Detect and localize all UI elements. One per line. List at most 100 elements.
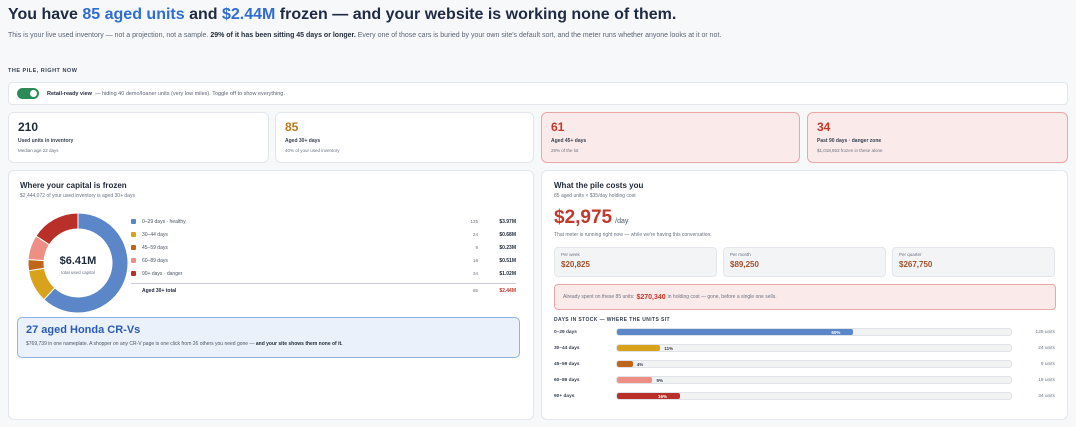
stock-bar-fill	[617, 393, 681, 399]
stat-value: 34	[817, 120, 831, 134]
stat-value: 61	[551, 120, 565, 134]
legend-label: 90+ days · danger	[142, 270, 183, 277]
donut-slice	[35, 212, 79, 246]
legend-row: 0–29 days · healthy 125 $3.97M	[131, 215, 516, 228]
stock-bar-pct: 11%	[664, 346, 674, 351]
legend-swatch	[131, 258, 136, 263]
cost-tile-week: Per week $20,825	[554, 247, 717, 277]
stock-bar-fill	[617, 345, 661, 351]
cost-tiles: Per week $20,825 Per month $89,250 Per q…	[554, 247, 1055, 277]
page-subtitle: This is your live used inventory — not a…	[8, 30, 998, 41]
legend-total-row: Aged 30+ total 85 $2.44M	[131, 283, 516, 297]
legend-label: 45–59 days	[142, 244, 168, 251]
tile-value: $20,825	[561, 260, 590, 269]
tile-label: Per week	[561, 252, 580, 257]
stat-hint: 40% of your used inventory	[285, 148, 340, 153]
legend-label: 30–44 days	[142, 231, 168, 238]
stock-bar-units: 18 units	[1038, 377, 1055, 383]
legend-amount: $3.97M	[499, 218, 516, 225]
donut-center-label: total used capital	[61, 270, 95, 275]
costs-subtitle: 85 aged units × $35/day holding cost	[554, 193, 636, 199]
sub-bold: 29% of it has been sitting 45 days or lo…	[210, 32, 356, 39]
stock-bar-track: 11%	[616, 344, 1012, 352]
stock-bar-label: 60–89 days	[554, 377, 580, 383]
stat-value: 85	[285, 120, 299, 134]
legend-label: 0–29 days · healthy	[142, 218, 186, 225]
legend-swatch	[131, 232, 136, 237]
costs-title: What the pile costs you	[554, 181, 644, 190]
tile-label: Per quarter	[899, 252, 922, 257]
page-title: You have 85 aged units and $2.44M frozen…	[8, 6, 676, 24]
legend-label: 60–89 days	[142, 257, 168, 264]
stock-bar-track: 4%	[616, 360, 1012, 368]
stat-card-aged-45: 61 Aged 45+ days 29% of the lot	[541, 112, 800, 163]
tile-value: $89,250	[730, 260, 759, 269]
stock-bar-pct: 16%	[658, 394, 668, 399]
costs-panel: What the pile costs you 85 aged units × …	[541, 170, 1068, 420]
sub-post: Every one of those cars is buried by you…	[355, 32, 722, 39]
section-label: THE PILE, RIGHT NOW	[8, 68, 78, 74]
retail-ready-bar: Retail-ready view — hiding 40 demo/loane…	[8, 82, 1068, 105]
legend-row: 30–44 days 24 $0.68M	[131, 228, 516, 241]
stat-label: Aged 30+ days	[285, 138, 321, 144]
legend-amount: $1.02M	[499, 270, 516, 277]
legend-count: 9	[475, 245, 478, 250]
legend-row: 90+ days · danger 34 $1.02M	[131, 267, 516, 280]
daily-cost-note: That meter is running right now — while …	[554, 232, 712, 238]
tile-value: $267,750	[899, 260, 933, 269]
stock-bar-label: 30–44 days	[554, 345, 580, 351]
already-spent-banner: Already spent on these 85 units: $270,34…	[554, 284, 1056, 310]
title-mid: and	[184, 6, 222, 23]
tile-label: Per month	[730, 252, 751, 257]
legend-amount: $0.51M	[499, 257, 516, 264]
retail-ready-desc: — hiding 40 demo/loaner units (very low …	[94, 90, 285, 97]
stock-bar-track: 9%	[616, 376, 1012, 384]
stat-card-past-90: 34 Past 90 days · danger zone $1,018,653…	[807, 112, 1068, 163]
daily-cost: $2,975 /day	[554, 207, 1055, 229]
legend-swatch	[131, 245, 136, 250]
stock-bar-fill	[617, 377, 653, 383]
capital-legend: 0–29 days · healthy 125 $3.97M 30–44 day…	[131, 215, 516, 297]
legend-amount: $0.68M	[499, 231, 516, 238]
capital-subtitle: $2,444,072 of your used inventory is age…	[20, 193, 135, 199]
spent-post: in holding cost — gone, before a single …	[667, 294, 777, 300]
cost-tile-quarter: Per quarter $267,750	[892, 247, 1055, 277]
stock-bar-row: 30–44 days 11% 24 units	[554, 341, 1055, 355]
stock-bar-track: 60%	[616, 328, 1012, 336]
legend-row: 45–59 days 9 $0.23M	[131, 241, 516, 254]
stat-label: Used units in inventory	[18, 138, 74, 144]
legend-count: 125	[470, 219, 478, 224]
callout-text-main: $769,739 in one nameplate. A shopper on …	[26, 341, 256, 347]
daily-cost-unit: /day	[615, 218, 629, 225]
stat-hint: 29% of the lot	[551, 148, 579, 153]
donut-slice	[27, 258, 45, 272]
stat-label: Past 90 days · danger zone	[817, 138, 882, 144]
capital-title: Where your capital is frozen	[20, 181, 127, 190]
days-in-stock-bars: 0–29 days 60% 125 units 30–44 days 11% 24 uni…	[554, 325, 1055, 403]
stat-label: Aged 45+ days	[551, 138, 587, 144]
title-post: frozen — and your website is working non…	[275, 6, 677, 23]
legend-amount: $0.23M	[499, 244, 516, 251]
stock-bar-label: 45–59 days	[554, 361, 580, 367]
stock-bar-row: 60–89 days 9% 18 units	[554, 373, 1055, 387]
capital-panel: Where your capital is frozen $2,444,072 …	[8, 170, 534, 420]
retail-ready-label: Retail-ready view	[47, 90, 92, 97]
stock-bar-row: 90+ days 16% 34 units	[554, 389, 1055, 403]
stock-bar-pct: 9%	[656, 378, 663, 383]
stat-card-aged-30: 85 Aged 30+ days 40% of your used invent…	[275, 112, 534, 163]
legend-count: 18	[472, 258, 478, 263]
stock-bar-fill	[617, 361, 633, 367]
honda-crv-callout[interactable]: 27 aged Honda CR-Vs $769,739 in one name…	[17, 317, 520, 358]
title-money: $2.44M	[221, 6, 276, 23]
cost-tile-month: Per month $89,250	[723, 247, 886, 277]
title-units: 85 aged units	[82, 6, 185, 23]
legend-count: 34	[472, 271, 478, 276]
legend-swatch	[131, 271, 136, 276]
stock-bar-track: 16%	[616, 392, 1012, 400]
retail-ready-toggle[interactable]	[17, 88, 39, 99]
stock-bar-row: 0–29 days 60% 125 units	[554, 325, 1055, 339]
stat-card-used-units: 210 Used units in inventory Median age 2…	[8, 112, 269, 163]
legend-total-amount: $2.44M	[499, 287, 516, 294]
legend-swatch	[131, 219, 136, 224]
donut-center-value: $6.41M	[60, 255, 97, 267]
